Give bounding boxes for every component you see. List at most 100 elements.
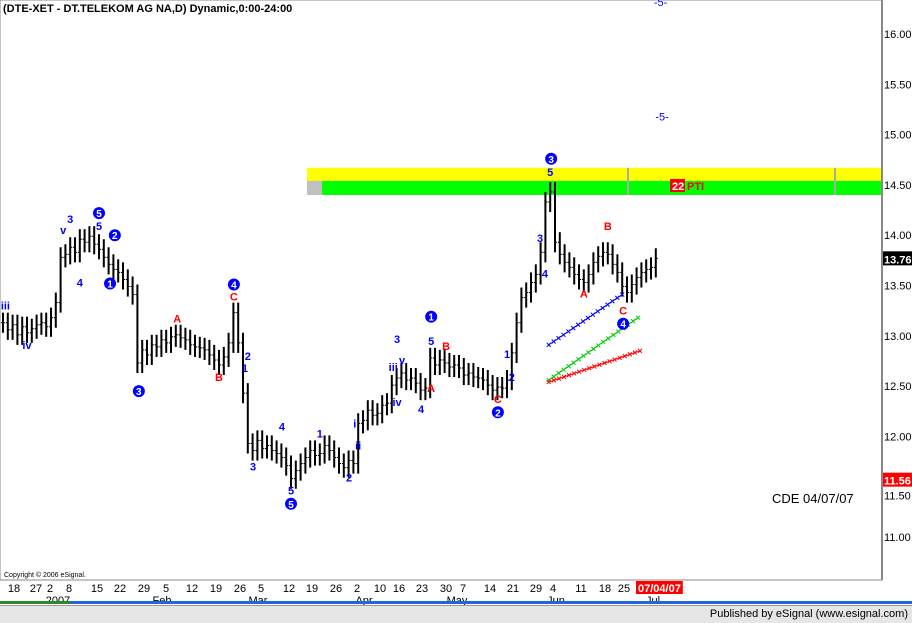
price-bar [471,362,476,388]
price-bar [615,254,620,283]
price-bar [29,318,34,343]
price-bar [39,312,44,335]
price-bar [308,440,313,468]
copyright: Copyright © 2006 eSignal. [4,571,86,579]
price-bar [524,282,529,308]
price-bar [610,244,615,275]
price-bar [519,287,524,333]
price-bar [409,367,413,391]
price-bar [413,367,418,394]
price-bar [236,302,241,353]
svg-text:3: 3 [548,155,554,166]
svg-text:3: 3 [136,387,142,398]
wave-label: A [427,383,435,395]
price-bar [217,349,221,376]
price-bar [269,435,274,461]
price-bar [500,377,505,399]
price-bar [231,302,236,353]
x-tick-label: 29 [138,583,150,595]
x-tick-label: 12 [186,583,198,595]
band-marker [307,180,322,195]
price-bar [341,453,346,478]
x-tick-label: 11 [575,583,586,595]
svg-text:07/04/07: 07/04/07 [638,583,681,595]
price-bar [327,435,332,461]
publisher-text: Published by eSignal (www.esignal.com) [709,608,908,620]
price-bar [313,440,317,466]
x-month-label: May [447,595,468,605]
wave-label: 3 [537,233,543,245]
price-bar [452,354,457,378]
price-bar [653,248,658,278]
price-bar [649,257,653,280]
x-tick-label: 2 [354,583,360,595]
price-bar [317,443,322,466]
price-bar [121,262,125,290]
x-month-label: Mar [249,595,268,605]
wave-label: iv [392,397,402,409]
x-tick-label: 2 [47,583,53,595]
price-bar [260,430,265,459]
price-bar [538,242,543,285]
y-tick-label: 13.50 [884,281,912,293]
price-bar [135,284,140,374]
x-tick-label: 19 [306,583,318,595]
price-bar [279,443,284,468]
svg-text:13.76: 13.76 [884,254,912,266]
wave-label: -5- [654,0,668,9]
price-bar [298,453,303,481]
price-chart[interactable]: iiiiv3v45521AB34C21341255iii3iiiviv4A51B… [0,0,912,605]
chart-title: (DTE-XET - DT.TELEKOM AG NA,D) Dynamic,0… [3,3,292,15]
projection-line-red [546,348,643,385]
wave-label: iii [389,362,398,374]
price-bar [548,181,553,213]
price-bar [572,257,577,285]
price-bar [212,344,217,371]
wave-label: 1 [317,428,323,440]
y-tick-label: 14.00 [884,230,912,242]
price-bar [361,410,365,434]
wave-label: 3 [67,214,73,226]
wave-label: 5 [547,167,553,179]
price-bar [375,403,380,426]
price-bar [188,329,193,355]
wave-label: 4 [542,268,549,280]
price-bar [495,377,500,401]
svg-text:2: 2 [495,408,501,419]
x-month-label: Jun [547,595,565,605]
price-bar [1,312,5,333]
price-bar [466,362,471,386]
wave-label: 4 [279,421,286,433]
wave-label: 5 [288,486,294,498]
price-bar [394,367,399,396]
scrollbar-track[interactable] [70,601,912,604]
wave-label: 4 [418,404,425,416]
wave-label: B [604,221,612,233]
wave-label: 1 [504,349,510,361]
wave-label-circled: 4 [617,317,630,331]
x-month-label: Apr [355,595,372,605]
x-tick-label: 10 [374,583,386,595]
price-bar [149,334,154,365]
price-bar [97,234,101,260]
price-bar [116,259,121,283]
price-bar [34,314,39,339]
svg-text:4: 4 [620,320,626,331]
price-bar [437,349,442,376]
y-tick-label: 11.00 [884,532,911,544]
price-bar [5,312,10,340]
wave-label: iii [1,301,10,313]
wave-label: iv [22,340,32,352]
x-tick-label: 5 [258,583,264,595]
price-bar [226,332,231,367]
price-bar [481,367,485,391]
x-tick-label: 26 [234,583,246,595]
price-bar [44,312,49,337]
scrollbar-track-left[interactable] [0,601,70,604]
svg-text:2: 2 [112,231,118,242]
x-tick-label: 26 [330,583,342,595]
x-tick-label: 30 [440,583,452,595]
y-tick-label: 14.50 [884,180,912,192]
price-bar [644,259,649,283]
svg-text:11.56: 11.56 [884,476,911,488]
